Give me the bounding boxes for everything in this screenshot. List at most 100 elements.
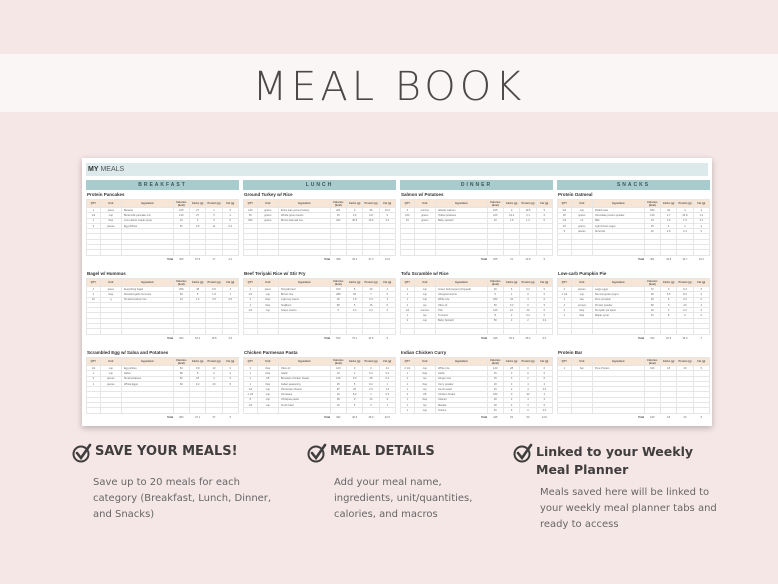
meal-table: QTY Unit Ingredient Calories (kcal) Carbs (g… (86, 278, 240, 343)
column-header: Protein (g) (519, 357, 537, 366)
total-label: Total (638, 337, 645, 341)
column-header: Fat (g) (221, 357, 240, 366)
column-header: Carbs (g) (188, 278, 207, 287)
empty-cell[interactable] (413, 328, 436, 335)
meal-name[interactable]: Chicken Parmesan Pasta (244, 350, 298, 355)
column-header: Carbs (g) (188, 357, 207, 366)
total-value: 14.6 (541, 416, 547, 420)
total-value: 52 (510, 416, 514, 420)
empty-cell[interactable] (378, 328, 397, 335)
column-header: Calories (kcal) (643, 278, 661, 287)
column-header: Ingredient (434, 357, 488, 366)
table-row: 1/4 cup Green onions 5 0.3 0.2 0 (243, 307, 397, 314)
table-cell[interactable]: cup (413, 407, 436, 414)
column-header: Unit (413, 278, 436, 287)
category-column-lunch: LUNCH Ground Turkey w/ Rice QTY Unit Ingredi… (243, 180, 397, 427)
column-header: Carbs (g) (502, 278, 521, 287)
feature-text: Meals saved here will be linked to your … (540, 487, 717, 530)
empty-cell[interactable] (692, 407, 711, 414)
total-label: Total (481, 337, 488, 341)
meal-table: QTY Unit Ingredient Calories (kcal) Carbs (g… (400, 278, 554, 343)
empty-cell[interactable] (99, 249, 122, 256)
total-value: 54.2 (195, 337, 201, 341)
column-header: Calories (kcal) (172, 199, 190, 208)
spreadsheet-preview: MY MEALS BREAKFAST Protein Pancakes QTY Uni… (82, 158, 712, 426)
checkmark-icon (307, 443, 330, 469)
empty-cell[interactable] (535, 328, 554, 335)
empty-cell[interactable] (256, 407, 279, 414)
total-value: 22.5 (666, 337, 672, 341)
total-value: 543 (336, 337, 341, 341)
meal-name[interactable]: Beef Teriyaki Rice w/ Stir Fry (244, 271, 306, 276)
checkmark-icon (72, 443, 95, 469)
empty-cell[interactable] (99, 328, 122, 335)
total-label: Total (324, 337, 331, 341)
empty-cell[interactable] (256, 328, 279, 335)
category-header: SNACKS (557, 180, 710, 190)
empty-cell[interactable] (256, 249, 279, 256)
total-row: Total 492 40.5 46.9 32.8 (244, 413, 396, 422)
column-header: Fat (g) (535, 199, 554, 208)
column-header: Unit (570, 278, 593, 287)
meal-name[interactable]: Tofu Scramble w/ Rice (401, 271, 449, 276)
meal-block: Salmon w/ Potatoes QTY Unit Ingredient Calor… (400, 191, 554, 269)
total-value: 42.5 (368, 337, 374, 341)
column-header: QTY (400, 199, 415, 208)
table-cell[interactable]: 4.3 (535, 407, 554, 414)
meal-name[interactable]: Salmon w/ Potatoes (401, 192, 444, 197)
empty-cell[interactable] (692, 328, 711, 335)
empty-cell[interactable] (221, 328, 240, 335)
feature-text: Add your meal name, ingredients, unit/qu… (334, 477, 473, 520)
table-row: 50 grams Whole green beans 15 3.6 0.8 0 (243, 212, 397, 219)
column-header: Unit (99, 357, 122, 366)
total-value: 5 (700, 416, 703, 420)
column-header: Protein (g) (676, 357, 694, 366)
column-header: QTY (400, 357, 415, 366)
meal-name[interactable]: Low-carb Pumpkin Pie (558, 271, 607, 276)
empty-cell[interactable] (570, 328, 593, 335)
total-value: 47.4 (368, 258, 374, 262)
empty-cell[interactable] (221, 249, 240, 256)
total-label: Total (324, 416, 331, 420)
column-header: Carbs (g) (502, 357, 521, 366)
empty-cell[interactable] (692, 249, 711, 256)
meal-table: QTY Unit Ingredient Calories (kcal) Carbs (g… (86, 357, 240, 422)
meal-name[interactable]: Ground Turkey w/ Rice (244, 192, 293, 197)
meal-name[interactable]: Protein Pancakes (87, 192, 125, 197)
title-band (0, 54, 778, 112)
page-title: MEAL BOOK (252, 64, 526, 110)
table-row: 2 pieces Large eggs 72 0 6.3 5 (557, 285, 711, 293)
empty-cell[interactable] (378, 249, 397, 256)
meal-block: Protein Bar QTY Unit Ingredient Calories (kc… (557, 349, 711, 427)
meal-name[interactable]: Indian Chicken Curry (401, 350, 447, 355)
table-row: 1/4 cup Fresh basil 10 5 2 1 (243, 402, 397, 409)
meal-name[interactable]: Protein Bar (558, 350, 583, 355)
empty-cell[interactable] (99, 407, 122, 414)
total-label: Total (481, 258, 488, 262)
empty-cell[interactable] (378, 407, 397, 414)
column-header: Calories (kcal) (329, 278, 347, 287)
total-label: Total (638, 258, 645, 262)
total-label: Total (167, 416, 174, 420)
empty-cell[interactable] (570, 249, 593, 256)
meal-name[interactable]: Bagel w/ Hummus (87, 271, 126, 276)
table-row: 1 tsp Masala 20 2 3 0 (400, 402, 554, 409)
total-value: 190 (650, 416, 655, 420)
column-header: Fat (g) (378, 199, 397, 208)
column-header: Unit (256, 199, 279, 208)
category-column-dinner: DINNER Salmon w/ Potatoes QTY Unit Ingredien… (400, 180, 554, 427)
empty-cell[interactable] (570, 407, 593, 414)
meal-name[interactable]: Scrambled Egg w/ Salsa and Potatoes (87, 350, 169, 355)
empty-cell[interactable] (221, 407, 240, 414)
meal-table: QTY Unit Ingredient Calories (kcal) Carbs (g… (243, 357, 397, 422)
table-row (243, 328, 397, 335)
column-header: Ingredient (277, 357, 331, 366)
column-header: Fat (g) (692, 199, 711, 208)
empty-cell[interactable] (413, 249, 436, 256)
total-row: Total 265 21 23.8 5 (401, 255, 553, 264)
column-header: Fat (g) (692, 278, 711, 287)
table-row (400, 328, 554, 335)
meal-name[interactable]: Protein Oatmeal (558, 192, 593, 197)
total-value: 54.3 (509, 337, 515, 341)
empty-cell[interactable] (535, 249, 554, 256)
